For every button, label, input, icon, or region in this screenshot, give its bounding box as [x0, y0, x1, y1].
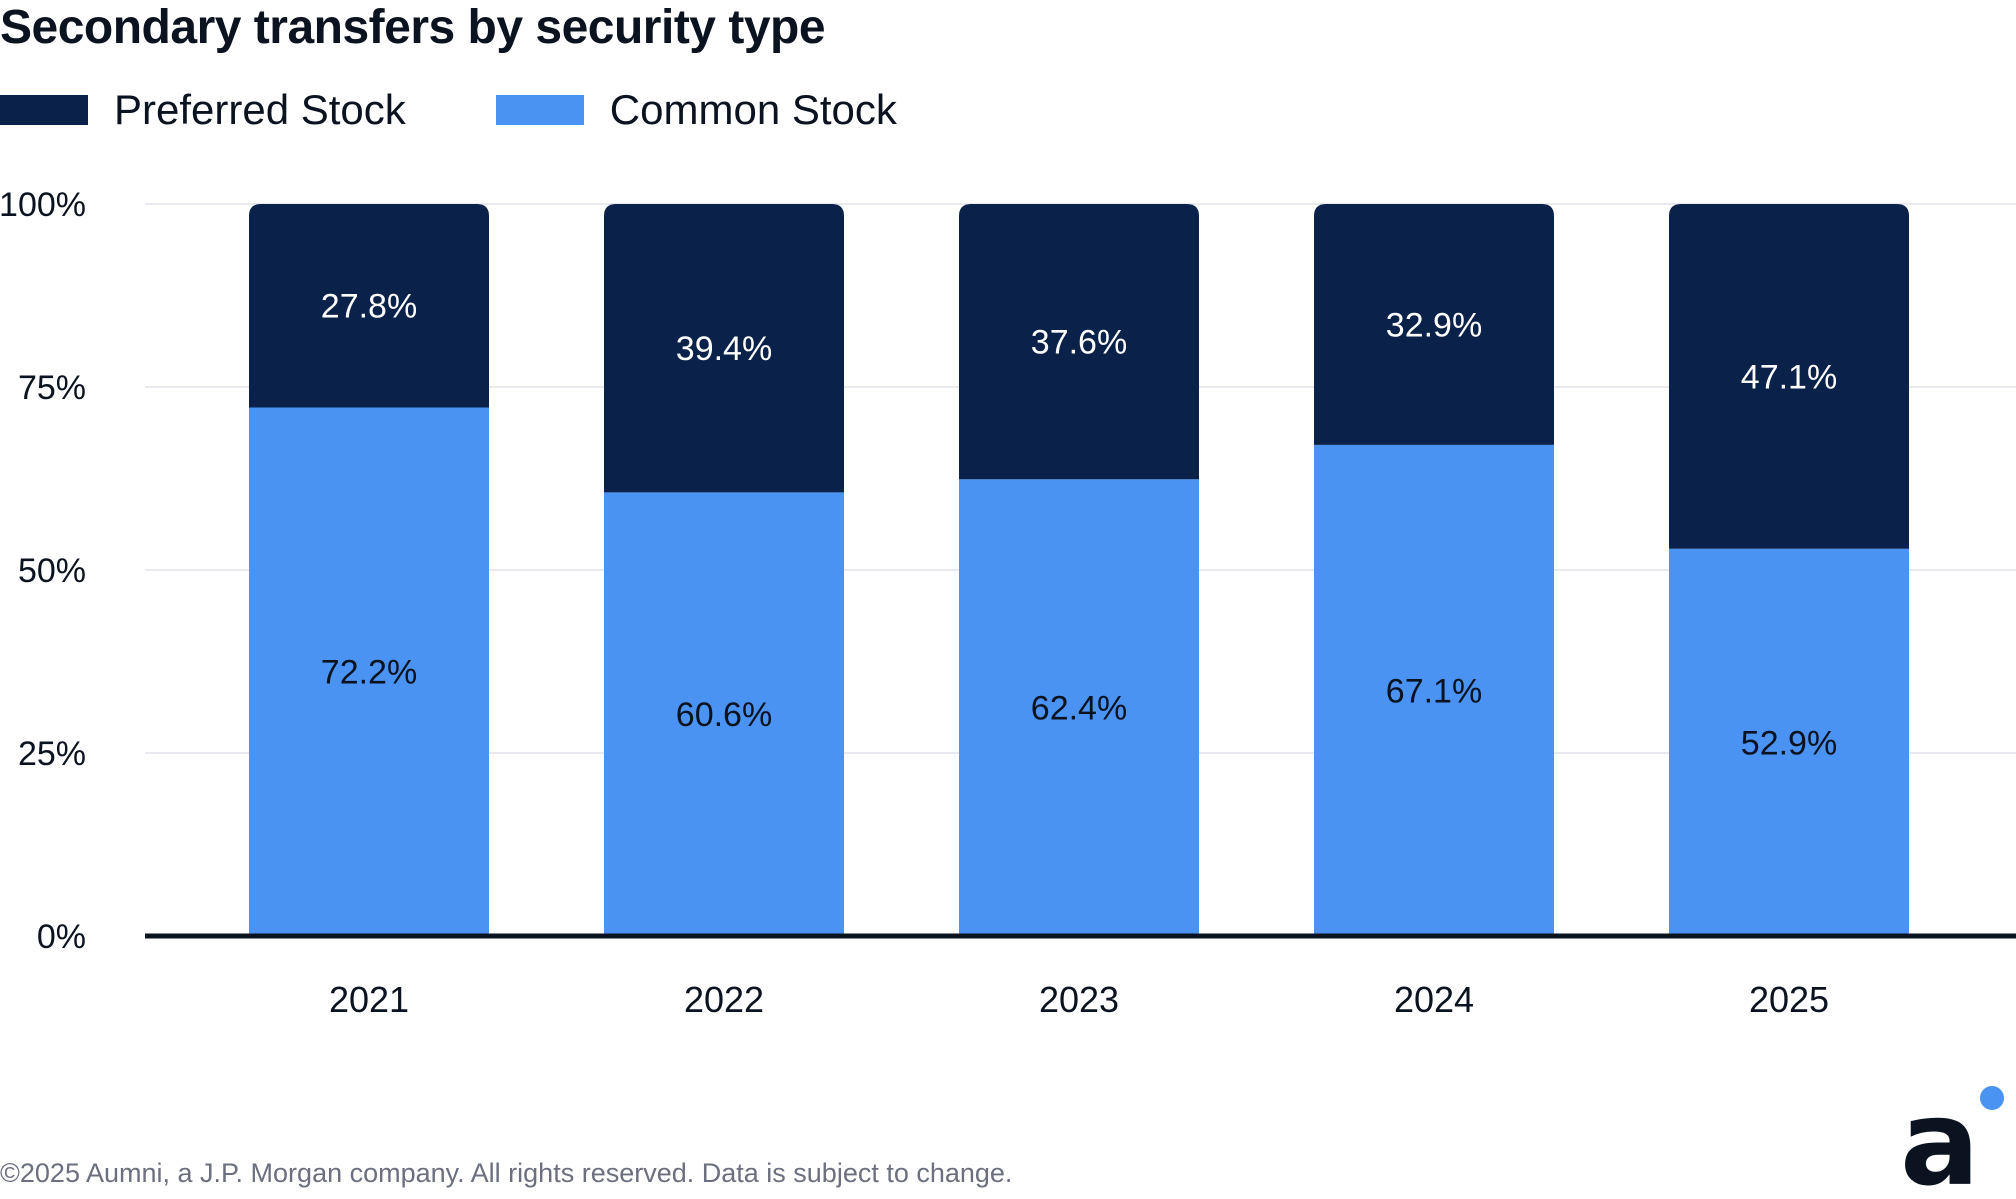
- x-tick-label-2021: 2021: [329, 979, 409, 1020]
- bar-preferred-stock-2025[interactable]: [1669, 204, 1909, 549]
- data-label-common-stock-2025: 52.9%: [1741, 724, 1837, 762]
- bar-preferred-stock-2021[interactable]: [249, 204, 489, 408]
- x-tick-label-2023: 2023: [1039, 979, 1119, 1020]
- data-label-common-stock-2022: 60.6%: [676, 696, 772, 734]
- legend-item-preferred-stock[interactable]: Preferred Stock: [0, 86, 406, 134]
- logo-letter: a: [1900, 1080, 1980, 1190]
- data-label-preferred-stock-2025: 47.1%: [1741, 358, 1837, 396]
- aumni-logo-icon: a: [1900, 1080, 2004, 1190]
- bar-common-stock-2021[interactable]: [249, 407, 489, 937]
- data-labels: 72.2% 27.8% 60.6% 39.4% 62.4% 37.6% 67.1% 32.9%…: [321, 288, 1837, 763]
- chart-plot-area: 0% 25% 50% 75% 100% 72.2% 27.8% 60.6% 39.4% 62.4…: [0, 186, 2016, 1020]
- y-tick-label: 25%: [18, 735, 86, 773]
- legend-label-common-stock: Common Stock: [609, 86, 897, 133]
- y-tick-label: 100%: [0, 186, 86, 224]
- bar-common-stock-2022[interactable]: [604, 492, 844, 936]
- logo-dot: [1980, 1086, 2004, 1110]
- x-tick-label-2022: 2022: [684, 979, 764, 1020]
- y-axis-ticks: 0% 25% 50% 75% 100%: [0, 186, 86, 956]
- legend-swatch-common-stock: [495, 95, 584, 125]
- data-label-preferred-stock-2022: 39.4%: [676, 330, 772, 368]
- y-tick-label: 0%: [37, 918, 86, 956]
- legend-swatch-preferred-stock: [0, 95, 88, 125]
- y-tick-label: 75%: [18, 369, 86, 407]
- data-label-common-stock-2021: 72.2%: [321, 654, 417, 692]
- data-label-preferred-stock-2023: 37.6%: [1031, 324, 1127, 362]
- legend-item-common-stock[interactable]: Common Stock: [495, 86, 897, 134]
- bars: [249, 204, 1909, 937]
- bar-preferred-stock-2023[interactable]: [959, 204, 1199, 480]
- data-label-common-stock-2023: 62.4%: [1031, 690, 1127, 728]
- bar-preferred-stock-2022[interactable]: [604, 204, 844, 493]
- legend-label-preferred-stock: Preferred Stock: [114, 86, 406, 133]
- x-tick-label-2024: 2024: [1394, 979, 1474, 1020]
- bar-preferred-stock-2024[interactable]: [1314, 204, 1554, 445]
- bar-common-stock-2024[interactable]: [1314, 444, 1554, 936]
- chart-title: Secondary transfers by security type: [0, 1, 826, 54]
- copyright-footer: ©2025 Aumni, a J.P. Morgan company. All …: [0, 1158, 1013, 1188]
- chart-legend: Preferred Stock Common Stock: [0, 86, 987, 134]
- data-label-preferred-stock-2021: 27.8%: [321, 288, 417, 326]
- data-label-preferred-stock-2024: 32.9%: [1386, 306, 1482, 344]
- x-tick-label-2025: 2025: [1749, 979, 1829, 1020]
- bar-common-stock-2025[interactable]: [1669, 548, 1909, 936]
- x-axis-ticks: 2021 2022 2023 2024 2025: [329, 979, 1829, 1020]
- y-tick-label: 50%: [18, 552, 86, 590]
- data-label-common-stock-2024: 67.1%: [1386, 672, 1482, 710]
- bar-common-stock-2023[interactable]: [959, 479, 1199, 936]
